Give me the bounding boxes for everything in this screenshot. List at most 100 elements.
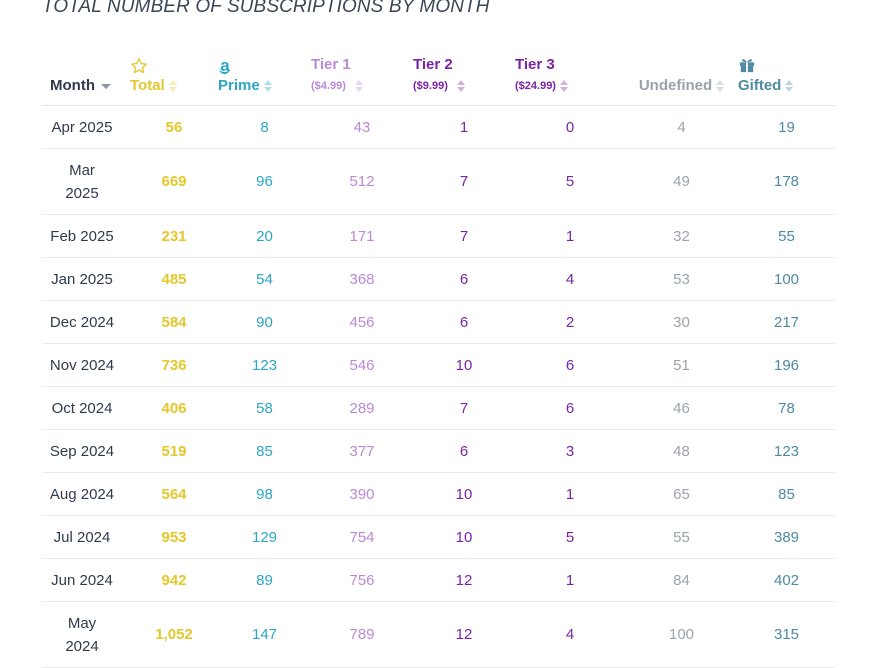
cell-tier3: 6 xyxy=(515,386,625,430)
table-title: TOTAL NUMBER OF SUBSCRIPTIONS BY MONTH xyxy=(42,0,490,17)
cell-gifted: 389 xyxy=(738,515,835,559)
sort-icon[interactable] xyxy=(559,80,568,92)
column-header-tier3[interactable]: Tier 3 ($24.99) xyxy=(515,38,625,106)
cell-tier1: 754 xyxy=(311,515,413,559)
sort-icon[interactable] xyxy=(716,80,725,92)
table-row: Jan 2025 485 54 368 6 4 53 100 xyxy=(42,257,835,301)
cell-total: 56 xyxy=(130,105,218,149)
sort-icon[interactable] xyxy=(785,80,794,92)
column-header-price: ($4.99) xyxy=(311,80,346,92)
cell-prime: 89 xyxy=(218,558,311,602)
amazon-icon: a xyxy=(218,57,260,75)
star-icon xyxy=(130,57,165,75)
cell-tier2: 10 xyxy=(413,515,515,559)
cell-undefined: 49 xyxy=(625,148,738,215)
cell-total: 406 xyxy=(130,386,218,430)
cell-prime: 123 xyxy=(218,343,311,387)
cell-undefined: 53 xyxy=(625,257,738,301)
column-header-label: Total xyxy=(130,77,165,94)
cell-undefined: 100 xyxy=(625,601,738,668)
column-header-month[interactable]: Month xyxy=(42,38,130,106)
table-row: Mar 2025 669 96 512 7 5 49 178 xyxy=(42,148,835,215)
cell-tier1: 171 xyxy=(311,214,413,258)
cell-gifted: 217 xyxy=(738,300,835,344)
sort-icon[interactable] xyxy=(168,80,177,92)
cell-tier1: 789 xyxy=(311,601,413,668)
cell-undefined: 4 xyxy=(625,105,738,149)
table-row: Apr 2025 56 8 43 1 0 4 19 xyxy=(42,105,835,149)
cell-gifted: 123 xyxy=(738,429,835,473)
table-row: Feb 2025 231 20 171 7 1 32 55 xyxy=(42,214,835,258)
cell-tier2: 1 xyxy=(413,105,515,149)
subscriptions-table: Month Total a xyxy=(42,38,835,668)
cell-gifted: 100 xyxy=(738,257,835,301)
cell-month: Jun 2024 xyxy=(42,558,130,602)
cell-tier3: 0 xyxy=(515,105,625,149)
gift-icon xyxy=(738,57,781,75)
cell-month: Nov 2024 xyxy=(42,343,130,387)
cell-tier2: 12 xyxy=(413,558,515,602)
cell-gifted: 402 xyxy=(738,558,835,602)
cell-month: Feb 2025 xyxy=(42,214,130,258)
column-header-prime[interactable]: a Prime xyxy=(218,38,311,106)
table-row: Jul 2024 953 129 754 10 5 55 389 xyxy=(42,515,835,559)
column-header-gifted[interactable]: Gifted xyxy=(738,38,835,106)
cell-undefined: 48 xyxy=(625,429,738,473)
column-header-price: ($9.99) xyxy=(413,80,448,92)
cell-month: Apr 2025 xyxy=(42,105,130,149)
cell-total: 669 xyxy=(130,148,218,215)
cell-tier2: 6 xyxy=(413,257,515,301)
cell-month: Mar 2025 xyxy=(42,148,130,215)
cell-gifted: 55 xyxy=(738,214,835,258)
cell-tier1: 377 xyxy=(311,429,413,473)
cell-total: 953 xyxy=(130,515,218,559)
cell-prime: 98 xyxy=(218,472,311,516)
cell-undefined: 46 xyxy=(625,386,738,430)
column-header-total[interactable]: Total xyxy=(130,38,218,106)
cell-undefined: 51 xyxy=(625,343,738,387)
cell-tier3: 2 xyxy=(515,300,625,344)
table-row: Dec 2024 584 90 456 6 2 30 217 xyxy=(42,300,835,344)
sort-icon[interactable] xyxy=(354,80,363,92)
sort-icon[interactable] xyxy=(263,80,272,92)
table-row: Jun 2024 942 89 756 12 1 84 402 xyxy=(42,558,835,602)
cell-total: 584 xyxy=(130,300,218,344)
cell-total: 231 xyxy=(130,214,218,258)
column-header-undefined[interactable]: Undefined xyxy=(625,38,738,106)
cell-gifted: 85 xyxy=(738,472,835,516)
cell-undefined: 84 xyxy=(625,558,738,602)
cell-month: Jul 2024 xyxy=(42,515,130,559)
column-header-tier2[interactable]: Tier 2 ($9.99) xyxy=(413,38,515,106)
cell-prime: 147 xyxy=(218,601,311,668)
cell-month: Oct 2024 xyxy=(42,386,130,430)
cell-month: Aug 2024 xyxy=(42,472,130,516)
cell-prime: 58 xyxy=(218,386,311,430)
cell-tier2: 6 xyxy=(413,429,515,473)
cell-gifted: 78 xyxy=(738,386,835,430)
cell-tier1: 368 xyxy=(311,257,413,301)
sort-descending-icon[interactable] xyxy=(100,84,111,89)
cell-gifted: 19 xyxy=(738,105,835,149)
column-header-tier1[interactable]: Tier 1 ($4.99) xyxy=(311,38,413,106)
cell-total: 736 xyxy=(130,343,218,387)
column-header-label: Tier 1 xyxy=(311,56,351,73)
cell-tier3: 4 xyxy=(515,257,625,301)
cell-tier3: 3 xyxy=(515,429,625,473)
column-header-label: Tier 2 xyxy=(413,56,453,73)
cell-tier3: 1 xyxy=(515,214,625,258)
cell-undefined: 55 xyxy=(625,515,738,559)
cell-month: Dec 2024 xyxy=(42,300,130,344)
cell-tier2: 7 xyxy=(413,214,515,258)
cell-prime: 8 xyxy=(218,105,311,149)
cell-prime: 96 xyxy=(218,148,311,215)
cell-tier2: 12 xyxy=(413,601,515,668)
cell-tier3: 5 xyxy=(515,515,625,559)
table-row: Oct 2024 406 58 289 7 6 46 78 xyxy=(42,386,835,430)
cell-tier3: 5 xyxy=(515,148,625,215)
cell-tier2: 7 xyxy=(413,148,515,215)
sort-icon[interactable] xyxy=(456,80,465,92)
cell-gifted: 178 xyxy=(738,148,835,215)
cell-month: May 2024 xyxy=(42,601,130,668)
cell-prime: 90 xyxy=(218,300,311,344)
cell-gifted: 315 xyxy=(738,601,835,668)
